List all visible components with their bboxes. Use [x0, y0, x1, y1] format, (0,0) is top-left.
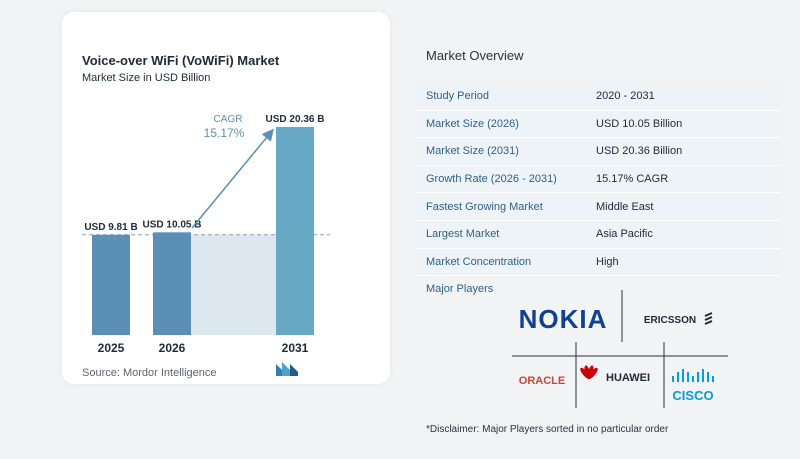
overview-value: USD 10.05 Billion: [586, 110, 780, 139]
bar-2031: [276, 127, 314, 335]
oracle-logo: ORACLE: [519, 375, 565, 387]
overview-row: Study Period 2020 - 2031: [416, 83, 780, 111]
cisco-logo: CISCO: [672, 388, 713, 403]
overview-value: USD 20.36 Billion: [586, 137, 780, 166]
cagr-arrow: [191, 128, 274, 229]
x-tick-label: 2026: [159, 341, 186, 355]
overview-key: Largest Market: [416, 220, 586, 249]
overview-title: Market Overview: [426, 48, 524, 63]
overview-key: Growth Rate (2026 - 2031): [416, 165, 586, 194]
nokia-logo: NOKIA: [519, 304, 608, 334]
bar-data-label: USD 9.81 B: [84, 222, 137, 233]
ericsson-logo: ERICSSON: [644, 315, 696, 326]
overview-row: Market Size (2026) USD 10.05 Billion: [416, 110, 780, 139]
disclaimer: *Disclaimer: Major Players sorted in no …: [426, 424, 669, 435]
huawei-logo: HUAWEI: [606, 372, 650, 384]
bar-data-label: USD 10.05 B: [143, 219, 202, 230]
overview-value: High: [586, 248, 780, 277]
chart-subtitle: Market Size in USD Billion: [82, 72, 211, 84]
mordor-logo-icon: [276, 362, 298, 376]
overview-table: Study Period 2020 - 2031 Market Size (2026…: [416, 83, 780, 277]
overview-key: Market Size (2026): [416, 110, 586, 139]
overview-row: Largest Market Asia Pacific: [416, 220, 780, 249]
overview-value: Asia Pacific: [586, 220, 780, 249]
bar-chart: USD 9.81 B 2025 USD 10.05 B 2026 USD 20.36 B…: [82, 114, 330, 355]
major-players-title: Major Players: [426, 283, 494, 295]
bar-2026: [153, 232, 191, 335]
bar-2025: [92, 234, 130, 335]
ericsson-mark-icon: [704, 312, 713, 325]
bar-data-label: USD 20.36 B: [266, 114, 325, 125]
chart-title: Voice-over WiFi (VoWiFi) Market: [82, 53, 280, 68]
overview-value: 2020 - 2031: [586, 83, 780, 111]
overview-key: Market Concentration: [416, 248, 586, 277]
overview-value: 15.17% CAGR: [586, 165, 780, 194]
cisco-bars-icon: [672, 369, 714, 382]
overview-key: Market Size (2031): [416, 137, 586, 166]
overview-row: Fastest Growing Market Middle East: [416, 192, 780, 221]
overview-row: Market Concentration High: [416, 248, 780, 277]
chart-source: Source: Mordor Intelligence: [82, 367, 217, 379]
overview-value: Middle East: [586, 192, 780, 221]
overview-row: Growth Rate (2026 - 2031) 15.17% CAGR: [416, 165, 780, 194]
cagr-value: 15.17%: [204, 126, 245, 140]
huawei-petals-icon: [580, 365, 598, 380]
x-tick-label: 2025: [98, 341, 125, 355]
cagr-label: CAGR: [214, 114, 243, 125]
overview-key: Fastest Growing Market: [416, 192, 586, 221]
x-tick-label: 2031: [282, 341, 309, 355]
overview-row: Market Size (2031) USD 20.36 Billion: [416, 137, 780, 166]
overview-key: Study Period: [416, 83, 586, 111]
